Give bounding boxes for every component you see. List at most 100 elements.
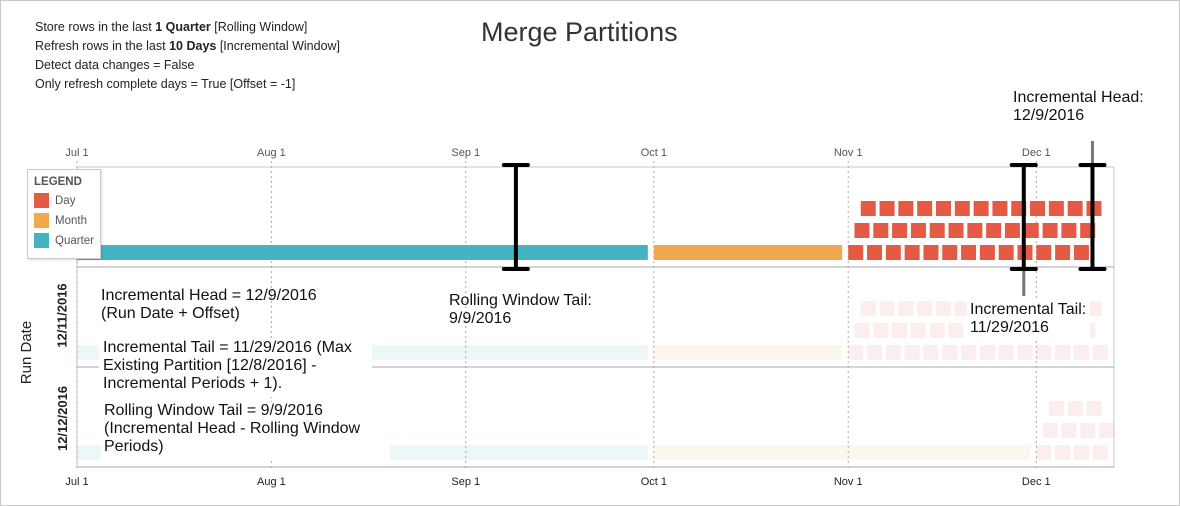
day-partition xyxy=(860,301,876,316)
legend-item-quarter[interactable]: Quarter xyxy=(34,233,100,248)
day-partition xyxy=(885,345,901,360)
day-partition xyxy=(917,201,933,216)
day-partition xyxy=(1073,445,1089,460)
day-partition xyxy=(935,301,951,316)
day-partition xyxy=(954,201,970,216)
day-partition xyxy=(1061,423,1077,438)
legend-label: Quarter xyxy=(55,234,94,247)
month-swatch xyxy=(34,213,49,228)
day-partition xyxy=(973,201,989,216)
rolling-window-tail-label: Rolling Window Tail: 9/9/2016 xyxy=(449,292,592,327)
info-line: Only refresh complete days = True [Offse… xyxy=(35,77,296,91)
day-partition xyxy=(904,345,920,360)
row-label: 12/12/2016 xyxy=(55,385,71,452)
day-partition xyxy=(1048,401,1064,416)
day-partition xyxy=(1042,423,1058,438)
quarter-swatch xyxy=(34,233,49,248)
day-partition xyxy=(1099,423,1115,438)
day-partition xyxy=(1055,245,1071,260)
day-partition xyxy=(923,345,939,360)
x-tick-label-bottom: Nov 1 xyxy=(834,476,863,488)
day-partition xyxy=(873,323,889,338)
row-label: 12/11/2016 xyxy=(54,283,70,348)
x-tick-label-bottom: Sep 1 xyxy=(451,476,480,488)
chart-title: Merge Partitions xyxy=(481,17,678,47)
day-partition xyxy=(854,223,870,238)
day-partition xyxy=(1036,345,1052,360)
day-partition xyxy=(1004,223,1020,238)
x-tick-label-top: Nov 1 xyxy=(834,147,863,159)
incremental-head-label: Incremental Head: 12/9/2016 xyxy=(1013,89,1144,125)
month-partition xyxy=(653,445,1031,460)
day-partition xyxy=(1048,201,1064,216)
day-partition xyxy=(1061,223,1077,238)
day-partition xyxy=(1073,345,1089,360)
day-partition xyxy=(1092,445,1108,460)
day-partition xyxy=(1086,301,1102,316)
x-tick-label-bottom: Jul 1 xyxy=(65,476,88,488)
day-partition xyxy=(1042,223,1058,238)
day-partition xyxy=(967,223,983,238)
incremental-head-note: Incremental Head = 12/9/2016 (Run Date +… xyxy=(101,287,317,322)
info-line: Detect data changes = False xyxy=(35,58,195,72)
day-partition xyxy=(1086,401,1102,416)
day-partition xyxy=(1055,345,1071,360)
x-tick-label-top: Oct 1 xyxy=(641,147,667,159)
day-partition xyxy=(961,345,977,360)
x-tick-label-top: Jul 1 xyxy=(65,147,88,159)
day-partition xyxy=(848,245,864,260)
day-partition xyxy=(867,245,883,260)
day-partition xyxy=(929,223,945,238)
month-partition xyxy=(653,245,843,260)
x-tick-label-bottom: Dec 1 xyxy=(1022,476,1051,488)
settings-info: Store rows in the last 1 Quarter [Rollin… xyxy=(35,18,340,94)
x-tick-label-top: Aug 1 xyxy=(257,147,286,159)
incremental-tail-note: Incremental Tail = 11/29/2016 (Max Exist… xyxy=(99,339,372,397)
legend-label: Month xyxy=(55,214,87,227)
day-partition xyxy=(979,245,995,260)
day-swatch xyxy=(34,193,49,208)
info-line: Refresh rows in the last 10 Days [Increm… xyxy=(35,39,341,53)
x-tick-label-top: Sep 1 xyxy=(451,147,480,159)
day-partition xyxy=(942,245,958,260)
day-partition xyxy=(986,223,1002,238)
day-partition xyxy=(898,301,914,316)
day-partition xyxy=(885,245,901,260)
day-partition xyxy=(1092,345,1108,360)
day-partition xyxy=(948,223,964,238)
day-partition xyxy=(998,245,1014,260)
day-partition xyxy=(942,345,958,360)
day-partition xyxy=(860,201,876,216)
info-line: Store rows in the last 1 Quarter [Rollin… xyxy=(35,20,308,34)
legend-item-day[interactable]: Day xyxy=(34,193,100,208)
day-partition xyxy=(935,201,951,216)
legend-item-month[interactable]: Month xyxy=(34,213,100,228)
day-partition xyxy=(1067,401,1083,416)
day-partition xyxy=(1073,245,1089,260)
day-partition xyxy=(879,201,895,216)
day-partition xyxy=(848,345,864,360)
legend-title: LEGEND xyxy=(34,176,82,188)
day-partition xyxy=(1017,345,1033,360)
day-partition xyxy=(910,223,926,238)
legend-label: Day xyxy=(55,194,76,207)
day-partition xyxy=(1080,423,1096,438)
rolling-window-tail-note: Rolling Window Tail = 9/9/2016 (Incremen… xyxy=(101,402,391,460)
day-partition xyxy=(898,201,914,216)
day-partition xyxy=(873,223,889,238)
day-partition xyxy=(992,201,1008,216)
day-partition xyxy=(867,345,883,360)
x-tick-label-bottom: Oct 1 xyxy=(641,476,667,488)
day-partition xyxy=(961,245,977,260)
day-partition xyxy=(998,345,1014,360)
day-partition xyxy=(948,323,964,338)
x-tick-label-top: Dec 1 xyxy=(1022,147,1051,159)
day-partition xyxy=(1055,445,1071,460)
day-partition xyxy=(1030,201,1046,216)
day-partition xyxy=(1036,445,1052,460)
quarter-partition xyxy=(77,245,648,260)
day-partition xyxy=(892,223,908,238)
day-partition xyxy=(892,323,908,338)
day-partition xyxy=(979,345,995,360)
